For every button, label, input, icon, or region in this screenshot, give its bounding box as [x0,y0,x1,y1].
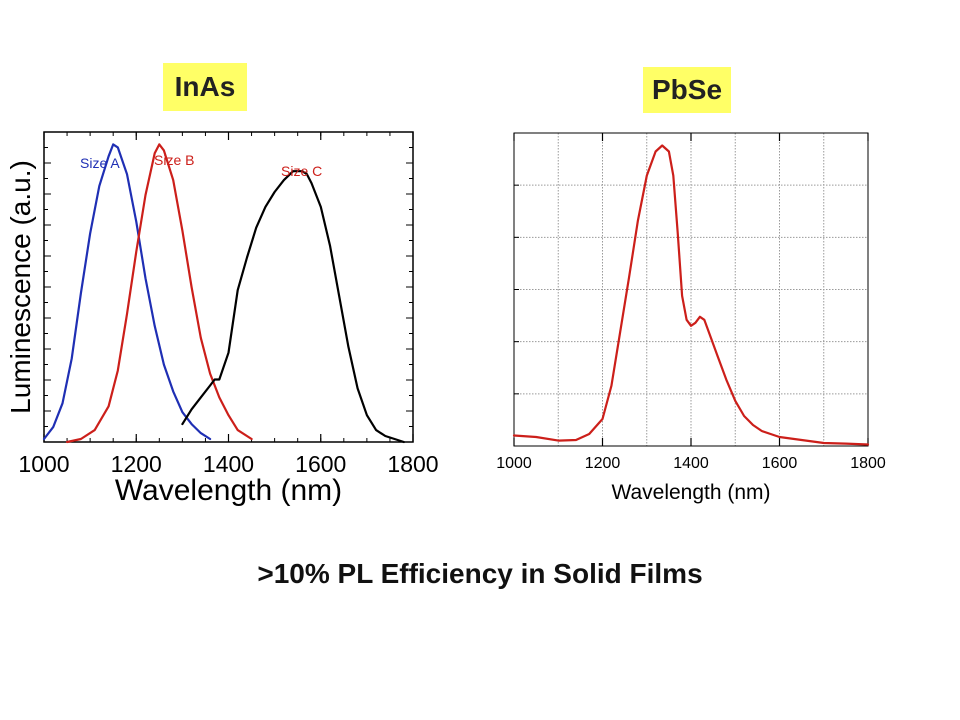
chart-1-frame [43,131,414,443]
chart-1-x-tick-label: 1600 [295,451,346,477]
chart-1-y-axis-label: Luminescence (a.u.) [5,160,36,414]
chart-2-series-line [512,144,870,446]
chart-1-x-tick-label: 1200 [111,451,162,477]
inas-title-label: InAs [163,63,247,111]
chart-1-series-label-size-b: Size B [154,152,194,168]
chart-1-series-label-size-c: Size C [281,163,322,179]
chart-2-x-tick-label: 1800 [850,455,886,472]
chart-2-x-tick-label: 1000 [496,455,532,472]
chart-1-x-tick-label: 1400 [203,451,254,477]
chart-1-series-size-a [42,143,212,441]
chart-2-x-tick-label: 1200 [585,455,621,472]
efficiency-caption: >10% PL Efficiency in Solid Films [257,558,703,589]
chart-1-series-label-size-a: Size A [80,155,120,171]
pbse-title-label: PbSe [643,67,731,113]
chart-2-x-tick-label: 1400 [673,455,709,472]
chart-1-x-tick-label: 1000 [18,451,69,477]
chart-1-x-tick-label: 1800 [387,451,438,477]
chart-1-series-size-b [65,143,253,444]
chart-1-x-axis-label: Wavelength (nm) [115,474,342,507]
chart-2-x-axis-label: Wavelength (nm) [611,481,770,504]
chart-2-x-tick-label: 1600 [762,455,798,472]
chart-1-series-size-c [181,170,405,444]
